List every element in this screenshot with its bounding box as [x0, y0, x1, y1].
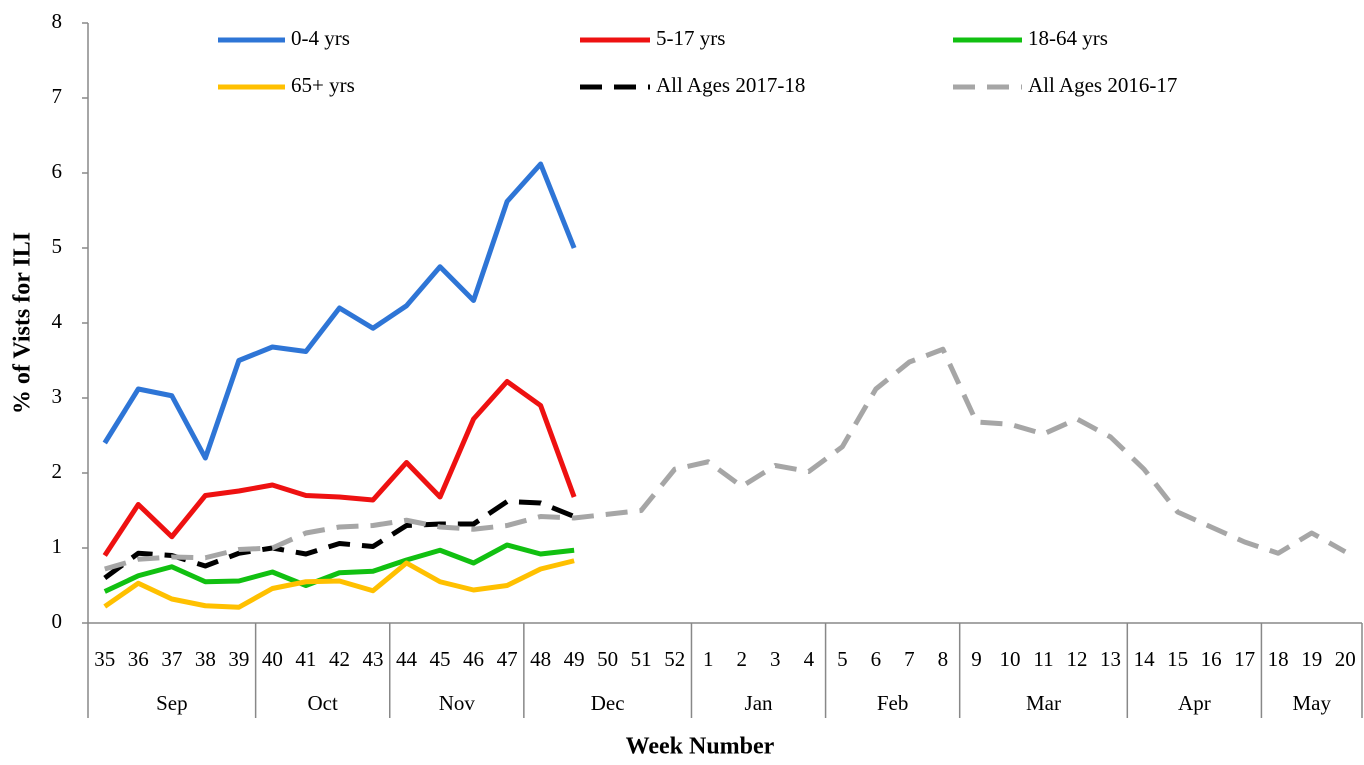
x-tick-label: 16 — [1201, 647, 1222, 671]
legend-label: 65+ yrs — [291, 73, 355, 97]
y-tick-label: 7 — [52, 84, 63, 108]
month-label: Dec — [591, 691, 625, 715]
month-label: Jan — [745, 691, 773, 715]
x-tick-label: 36 — [128, 647, 149, 671]
x-tick-label: 19 — [1301, 647, 1322, 671]
y-axis-label: % of Vists for ILI — [10, 232, 36, 414]
x-tick-label: 46 — [463, 647, 484, 671]
x-tick-label: 13 — [1100, 647, 1121, 671]
x-tick-label: 42 — [329, 647, 350, 671]
legend-label: All Ages 2016-17 — [1028, 73, 1177, 97]
y-tick-label: 3 — [52, 384, 63, 408]
month-label: Apr — [1178, 691, 1211, 715]
y-tick-label: 5 — [52, 234, 63, 258]
month-label: Nov — [439, 691, 476, 715]
x-tick-label: 35 — [94, 647, 115, 671]
legend-label: All Ages 2017-18 — [656, 73, 805, 97]
series-line — [104, 346, 1347, 572]
x-tick-label: 48 — [530, 647, 551, 671]
x-tick-label: 41 — [295, 647, 316, 671]
x-tick-label: 50 — [597, 647, 618, 671]
x-tick-label: 39 — [228, 647, 249, 671]
series-line — [102, 161, 577, 461]
x-tick-label: 20 — [1335, 647, 1356, 671]
x-tick-label: 49 — [564, 647, 585, 671]
y-tick-label: 0 — [52, 609, 63, 633]
x-tick-label: 15 — [1167, 647, 1188, 671]
x-tick-label: 52 — [664, 647, 685, 671]
month-label: Sep — [156, 691, 188, 715]
x-tick-label: 14 — [1134, 647, 1156, 671]
x-tick-label: 12 — [1067, 647, 1088, 671]
y-tick-label: 1 — [52, 534, 63, 558]
x-axis-label: Week Number — [626, 734, 775, 760]
x-tick-label: 51 — [631, 647, 652, 671]
month-label: Oct — [308, 691, 338, 715]
legend-label: 5-17 yrs — [656, 26, 725, 50]
x-tick-label: 40 — [262, 647, 283, 671]
legend-label: 0-4 yrs — [291, 26, 350, 50]
y-tick-label: 6 — [52, 159, 63, 183]
x-tick-label: 17 — [1234, 647, 1255, 671]
y-tick-label: 4 — [52, 309, 63, 333]
x-tick-label: 5 — [837, 647, 848, 671]
month-label: May — [1292, 691, 1331, 715]
series-line — [102, 379, 577, 557]
x-tick-label: 47 — [497, 647, 518, 671]
y-tick-label: 8 — [52, 9, 63, 33]
series-line — [103, 542, 575, 594]
x-tick-label: 4 — [804, 647, 815, 671]
x-tick-label: 44 — [396, 647, 418, 671]
x-tick-label: 8 — [938, 647, 949, 671]
month-label: Mar — [1026, 691, 1061, 715]
x-tick-label: 10 — [999, 647, 1020, 671]
x-tick-label: 1 — [703, 647, 714, 671]
legend-label: 18-64 yrs — [1028, 26, 1108, 50]
x-tick-label: 45 — [430, 647, 451, 671]
series-line — [103, 558, 575, 610]
x-tick-label: 43 — [362, 647, 383, 671]
month-label: Feb — [877, 691, 909, 715]
x-tick-label: 38 — [195, 647, 216, 671]
x-tick-label: 9 — [971, 647, 982, 671]
x-tick-label: 37 — [161, 647, 182, 671]
x-tick-label: 6 — [871, 647, 882, 671]
x-tick-label: 18 — [1268, 647, 1289, 671]
x-tick-label: 7 — [904, 647, 915, 671]
x-tick-label: 2 — [737, 647, 748, 671]
y-tick-label: 2 — [52, 459, 63, 483]
x-tick-label: 3 — [770, 647, 781, 671]
x-tick-label: 11 — [1033, 647, 1053, 671]
